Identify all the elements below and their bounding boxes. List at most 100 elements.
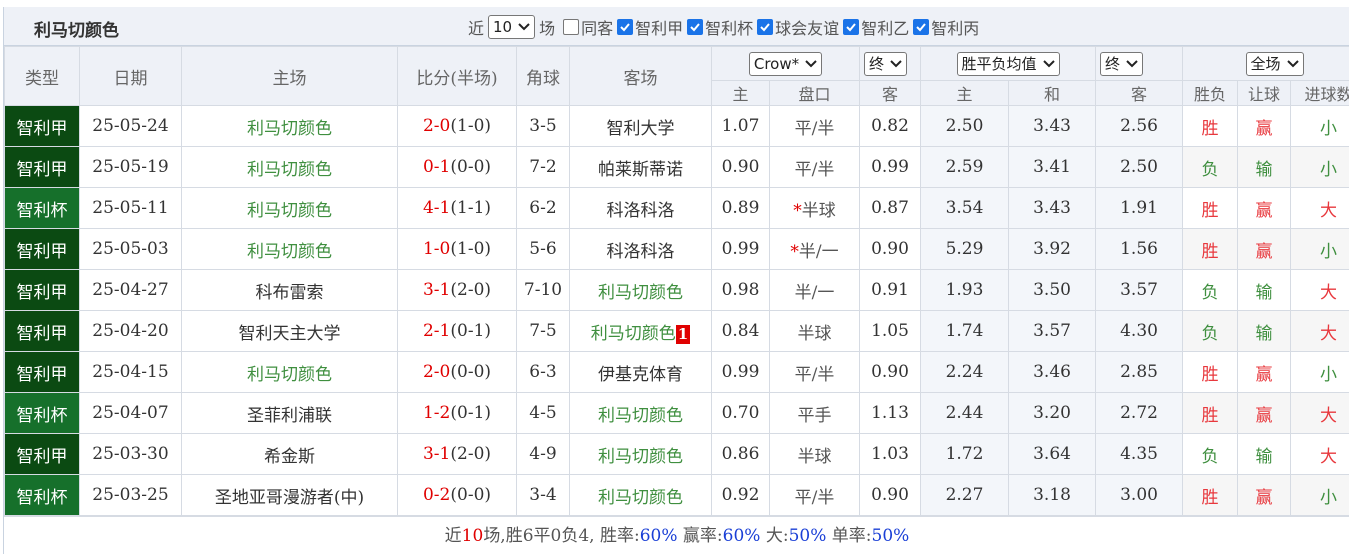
checkbox[interactable]: [913, 19, 930, 35]
eu-home: 3.54: [920, 187, 1010, 229]
away-name: 智利大学: [606, 118, 675, 139]
half-score: (0-0): [450, 485, 492, 505]
odds-away: 0.82: [859, 105, 922, 147]
result: 胜: [1182, 351, 1239, 393]
handicap: 半/一: [768, 269, 861, 311]
odds-away: 1.13: [859, 392, 922, 434]
column-select[interactable]: 胜平负均值: [956, 51, 1060, 76]
column-select[interactable]: 终: [864, 51, 908, 76]
subcolumn-header: 主: [920, 80, 1010, 106]
result: 胜: [1182, 187, 1239, 229]
subcolumn-header: 客: [859, 80, 922, 106]
away-name: 利马切颜色: [598, 405, 683, 426]
handicap-line: 平/半: [794, 118, 835, 139]
handicap-result: 赢: [1237, 351, 1292, 393]
check: [846, 23, 856, 32]
summary-part: 场,胜6平0负4, 胜率:: [483, 526, 640, 546]
corners: 7-2: [516, 146, 570, 188]
red-card: 1: [675, 324, 691, 344]
subcolumn-header: 胜负: [1182, 80, 1239, 106]
eu-draw: 3.50: [1008, 269, 1097, 311]
half-score: (2-0): [450, 280, 492, 300]
goals-result: 小: [1290, 146, 1349, 188]
league-type: 智利甲: [4, 433, 80, 475]
home-team: 科布雷索: [181, 269, 398, 311]
away-name: 利马切颜色: [598, 446, 683, 467]
column-select[interactable]: Crow*: [748, 51, 823, 76]
full-score: 2-0: [422, 116, 451, 136]
column-header: 类型: [4, 46, 80, 106]
column-select[interactable]: 全场: [1245, 51, 1304, 76]
match-row: 智利甲 25-04-27 科布雷索 3-1(2-0) 7-10 利马切颜色 0.98 半/一 0…: [4, 269, 1349, 311]
select-value: 终: [1105, 55, 1121, 73]
summary-part: 赢率:: [677, 526, 723, 546]
checkbox[interactable]: [843, 19, 860, 35]
away-name: 帕莱斯蒂诺: [598, 159, 683, 180]
handicap-star: *: [793, 200, 802, 221]
summary-part: 60%: [639, 526, 678, 546]
column-select[interactable]: 终: [1100, 51, 1144, 76]
goals-result: 小: [1290, 105, 1349, 147]
eu-away: 1.91: [1095, 187, 1184, 229]
match-row: 智利甲 25-04-15 利马切颜色 2-0(0-0) 6-3 伊基克体育 0.99 平/半 0…: [4, 351, 1349, 393]
eu-away: 4.30: [1095, 310, 1184, 352]
summary-part: 50%: [788, 526, 827, 546]
goals-result: 小: [1290, 228, 1349, 270]
count-select[interactable]: 10: [488, 15, 536, 39]
away-name: 利马切颜色: [598, 282, 683, 303]
handicap: *半球: [768, 187, 861, 229]
select-cell: 全场: [1182, 46, 1349, 81]
table-body: 智利甲 25-05-24 利马切颜色 2-0(1-0) 3-5 智利大学 1.07 平/半 0.…: [4, 105, 1349, 516]
checkbox[interactable]: [617, 19, 634, 35]
score: 4-1(1-1): [397, 187, 517, 229]
checkbox[interactable]: [563, 19, 580, 35]
league-type: 智利甲: [4, 310, 80, 352]
summary-part: 10: [461, 526, 484, 546]
match-date: 25-04-20: [79, 310, 182, 352]
corners: 3-5: [516, 105, 570, 147]
column-header: 客场: [569, 46, 712, 106]
league-type: 智利甲: [4, 351, 80, 393]
checkbox[interactable]: [757, 19, 774, 35]
score: 3-1(2-0): [397, 269, 517, 311]
league-type: 智利甲: [4, 146, 80, 188]
head-row: 类型 日期 主场 比分(半场) 角球 客场 Crow* 终 胜平负均值 终 全场: [4, 46, 1349, 106]
summary-part: 大:: [760, 526, 789, 546]
away-team: 帕莱斯蒂诺: [569, 146, 712, 188]
handicap: 平/半: [768, 474, 861, 516]
filter-bar: 近 10 场 同客 智利甲 智利杯 球会友谊 智利乙 智利丙: [468, 15, 979, 39]
match-date: 25-04-15: [79, 351, 182, 393]
goals-result: 大: [1290, 392, 1349, 434]
result: 胜: [1182, 105, 1239, 147]
league-type: 智利甲: [4, 228, 80, 270]
eu-draw: 3.43: [1008, 105, 1097, 147]
score: 2-0(1-0): [397, 105, 517, 147]
home-team: 利马切颜色: [181, 351, 398, 393]
filter-label: 智利丙: [931, 19, 980, 38]
filter-label: 同客: [581, 19, 614, 38]
subcolumn-header: 主: [711, 80, 770, 106]
chevron: [805, 59, 817, 67]
select-value: 终: [869, 55, 885, 73]
odds-away: 0.90: [859, 474, 922, 516]
summary: 近10场,胜6平0负4, 胜率:60% 赢率:60% 大:50% 单率:50%: [4, 516, 1349, 554]
page: 利马切颜色 近 10 场 同客 智利甲 智利杯 球会友谊 智利乙 智利丙 类型 日期 主场 比分…: [3, 7, 1349, 554]
away-team: 利马切颜色 1: [569, 310, 712, 352]
eu-home: 1.72: [920, 433, 1010, 475]
subcolumn-header: 让球: [1237, 80, 1292, 106]
odds-home: 0.70: [711, 392, 770, 434]
half-score: (0-1): [450, 403, 492, 423]
filter-list: 同客 智利甲 智利杯 球会友谊 智利乙 智利丙: [559, 15, 979, 39]
match-date: 25-05-24: [79, 105, 182, 147]
handicap: 半球: [768, 310, 861, 352]
result: 胜: [1182, 392, 1239, 434]
eu-home: 5.29: [920, 228, 1010, 270]
match-row: 智利杯 25-05-11 利马切颜色 4-1(1-1) 6-2 科洛科洛 0.89 *半球 0.…: [4, 187, 1349, 229]
handicap-result: 赢: [1237, 474, 1292, 516]
match-row: 智利甲 25-05-19 利马切颜色 0-1(0-0) 7-2 帕莱斯蒂诺 0.90 平/半 0…: [4, 146, 1349, 188]
full-score: 1-2: [422, 403, 451, 423]
subcolumn-header: 进球数: [1290, 80, 1349, 106]
handicap: 半球: [768, 433, 861, 475]
checkbox[interactable]: [687, 19, 704, 35]
match-date: 25-05-11: [79, 187, 182, 229]
